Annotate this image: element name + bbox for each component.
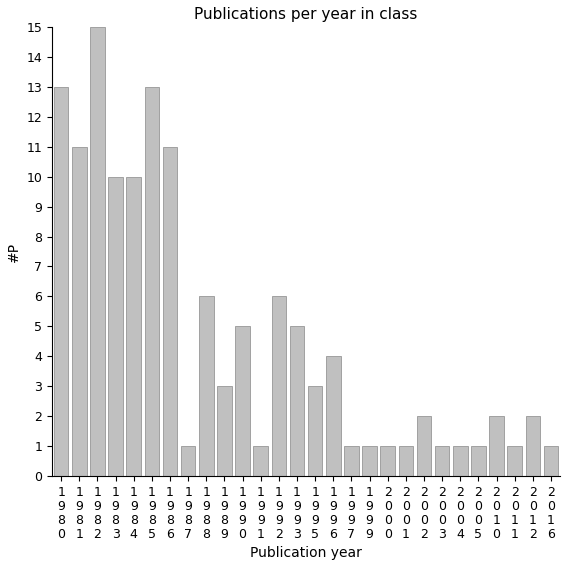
Bar [326,356,341,476]
Bar [453,446,468,476]
Bar [199,297,214,476]
Bar [181,446,196,476]
Bar [435,446,450,476]
Bar [362,446,377,476]
Bar [108,177,123,476]
Bar [272,297,286,476]
Bar [471,446,486,476]
X-axis label: Publication year: Publication year [250,546,362,560]
Bar [145,87,159,476]
Bar [290,326,304,476]
Bar [163,147,177,476]
Bar [399,446,413,476]
Bar [507,446,522,476]
Y-axis label: #P: #P [7,242,21,261]
Bar [72,147,87,476]
Bar [126,177,141,476]
Title: Publications per year in class: Publications per year in class [194,7,418,22]
Bar [380,446,395,476]
Bar [217,386,232,476]
Bar [54,87,69,476]
Bar [489,416,504,476]
Bar [344,446,359,476]
Bar [253,446,268,476]
Bar [308,386,323,476]
Bar [235,326,250,476]
Bar [417,416,431,476]
Bar [544,446,558,476]
Bar [526,416,540,476]
Bar [90,27,105,476]
